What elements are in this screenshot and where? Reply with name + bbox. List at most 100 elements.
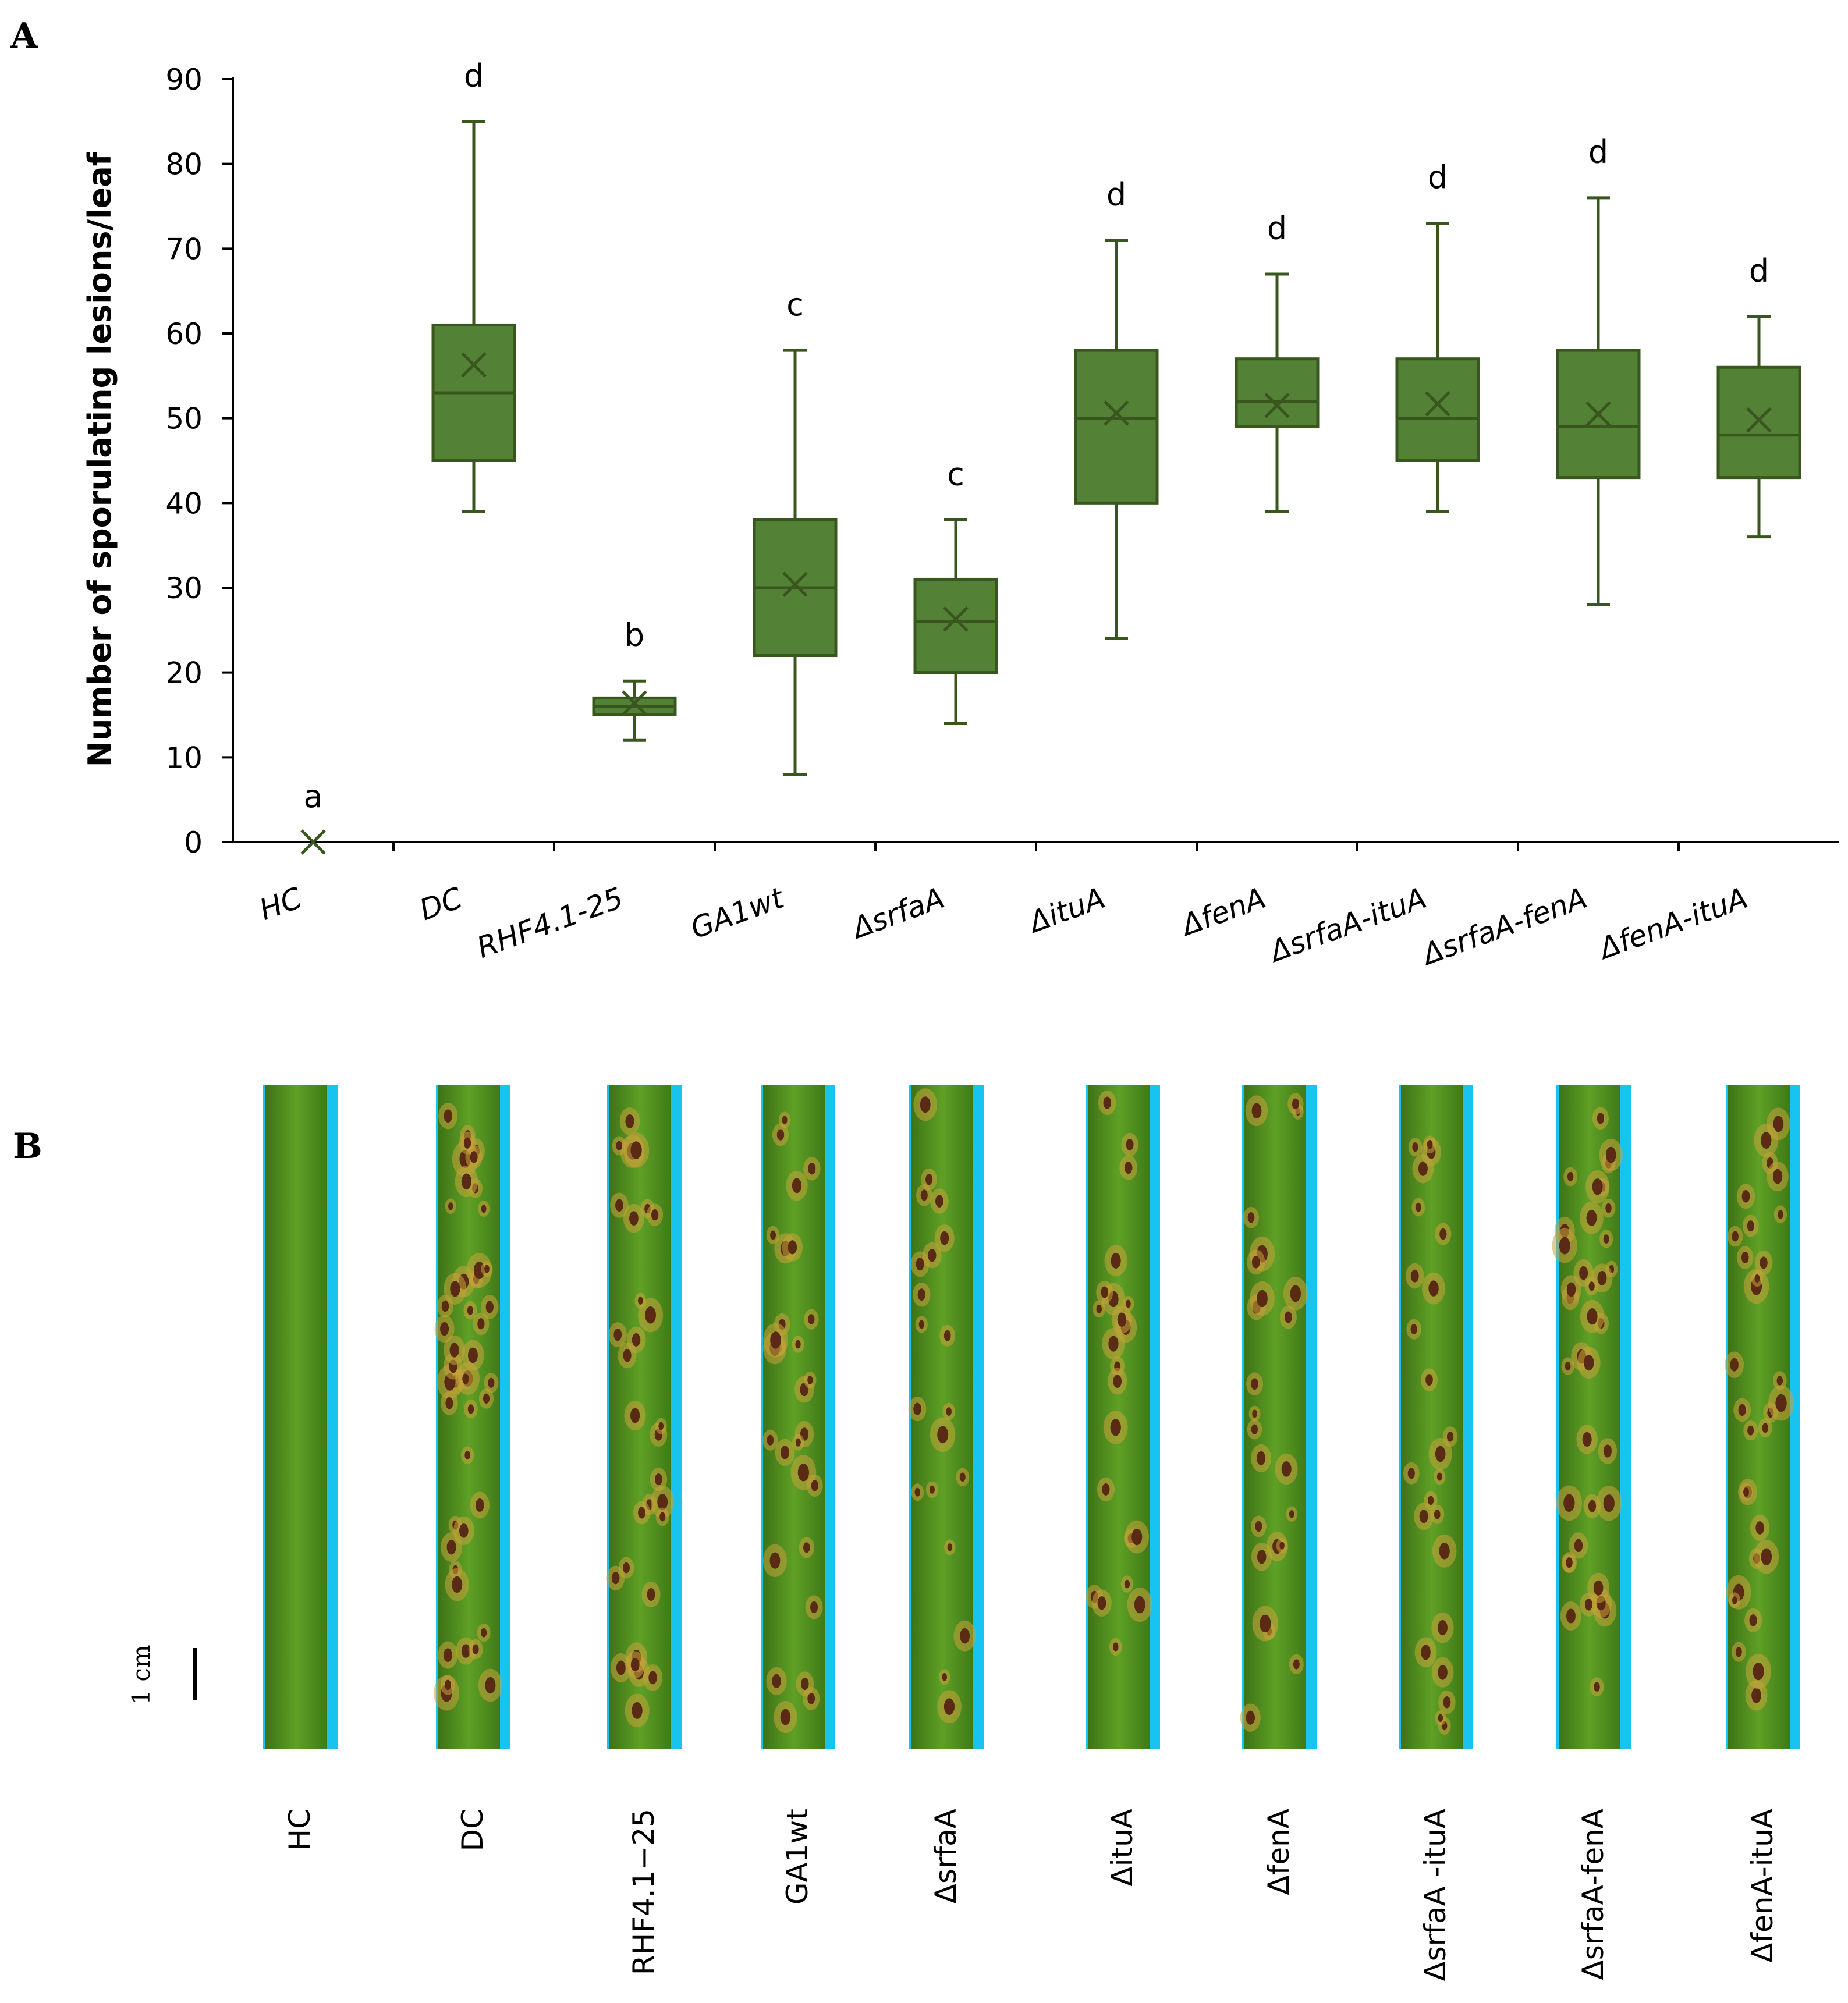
lesion <box>943 1330 951 1341</box>
lesion <box>467 1347 478 1363</box>
lesion <box>467 1404 474 1414</box>
leaf-sample-5: ΔsrfaA <box>908 1085 984 1903</box>
lesion <box>769 1552 781 1569</box>
lesion <box>1410 1269 1419 1283</box>
x-tick-label: ΔsrfaA <box>846 881 949 946</box>
significance-letter: a <box>303 778 322 815</box>
lesion <box>645 1306 656 1324</box>
leaf-label: ΔituA <box>1105 1809 1139 1887</box>
y-tick-label: 50 <box>165 402 203 436</box>
lesion <box>1289 1510 1294 1518</box>
x-tick-label: ΔsrfaA-ituA <box>1264 881 1431 969</box>
box-8: d <box>1395 159 1480 513</box>
lesion <box>629 1211 639 1226</box>
box-3: b <box>592 617 677 742</box>
y-tick-label: 40 <box>165 486 203 520</box>
lesion <box>615 1199 623 1212</box>
lesion <box>1421 1645 1431 1660</box>
lesion <box>483 1393 490 1404</box>
lesion <box>1593 1580 1604 1596</box>
lesion <box>1131 1528 1143 1546</box>
lesion <box>767 1434 774 1446</box>
lesion <box>1439 1228 1447 1240</box>
lesion <box>1252 1409 1257 1418</box>
box-2: d <box>431 58 516 513</box>
lesion <box>625 1114 634 1128</box>
lesion <box>485 1677 496 1694</box>
lesion <box>1597 1113 1604 1124</box>
lesion <box>1603 1444 1612 1458</box>
lesion <box>1754 1274 1760 1283</box>
lesion <box>1257 1550 1267 1564</box>
lesion <box>1778 1210 1783 1219</box>
lesion <box>464 1451 471 1460</box>
iqr-box <box>1395 357 1480 463</box>
lesion <box>1418 1161 1428 1176</box>
lesion <box>1126 1299 1131 1308</box>
lesion <box>459 1523 469 1538</box>
lesion <box>943 1698 955 1715</box>
lesion <box>1566 1557 1573 1568</box>
leaf-label: HC <box>283 1809 317 1851</box>
lesion <box>444 1109 452 1123</box>
lesion <box>797 1464 809 1482</box>
mean-marker <box>1264 393 1290 418</box>
lesion <box>1597 1270 1607 1285</box>
mean-marker <box>782 571 808 597</box>
lesion <box>448 1202 453 1210</box>
lesion <box>481 1628 487 1638</box>
lesion <box>1747 1425 1754 1436</box>
scale-bar: 1 cm <box>127 1645 197 1705</box>
lesion <box>1603 1494 1615 1512</box>
lesion <box>1415 1202 1421 1212</box>
lesion <box>1284 1311 1292 1323</box>
lesion <box>1438 1620 1448 1636</box>
lesion <box>801 1677 809 1691</box>
lesion <box>772 1674 781 1688</box>
lesion <box>1113 1375 1122 1388</box>
lesion <box>1260 1614 1271 1633</box>
lesion <box>1741 1252 1749 1263</box>
significance-letter: d <box>1428 159 1448 196</box>
lesion <box>450 1281 460 1297</box>
lesion <box>807 1692 815 1704</box>
lesion <box>446 1539 456 1555</box>
lesion <box>1111 1252 1121 1269</box>
lesion <box>1097 1596 1106 1610</box>
leaf-sample-4: GA1wt <box>761 1085 835 1905</box>
y-axis-title: Number of sporulating lesions/leaf <box>81 152 118 767</box>
y-tick-label: 10 <box>165 741 203 775</box>
lesion <box>1588 1500 1597 1512</box>
iqr-box <box>913 577 998 674</box>
iqr-box <box>1716 365 1801 480</box>
leaf-sample-3: RHF4.1−25 <box>606 1085 682 1975</box>
lesion <box>1134 1596 1145 1614</box>
lesion <box>1096 1304 1102 1313</box>
lesion <box>445 1397 453 1409</box>
lesion <box>1565 1361 1571 1371</box>
lesion <box>616 1141 623 1151</box>
lesion <box>630 1658 640 1672</box>
x-tick-label: DC <box>415 881 467 928</box>
lesion <box>1563 1494 1575 1512</box>
x-tick-label: HC <box>255 881 306 927</box>
lesion <box>1412 1142 1418 1152</box>
lesion <box>1749 1614 1757 1626</box>
lesion <box>613 1328 622 1341</box>
lesion <box>1428 1280 1439 1297</box>
lesion <box>1419 1510 1428 1523</box>
lesion <box>472 1644 479 1654</box>
lesion <box>1603 1234 1609 1244</box>
lesion <box>1428 1496 1434 1505</box>
box-6: d <box>1074 176 1159 640</box>
lesion <box>441 1300 449 1312</box>
lesion <box>659 1512 666 1522</box>
x-tick-label: ΔsrfaA-fenA <box>1416 881 1591 972</box>
y-tick-label: 30 <box>165 571 203 605</box>
lesion <box>1290 1285 1301 1302</box>
lesion <box>461 1644 470 1658</box>
lesion <box>1251 1103 1262 1118</box>
y-tick-label: 90 <box>165 63 203 97</box>
lesion <box>1281 1461 1292 1477</box>
lesion <box>770 1230 776 1240</box>
